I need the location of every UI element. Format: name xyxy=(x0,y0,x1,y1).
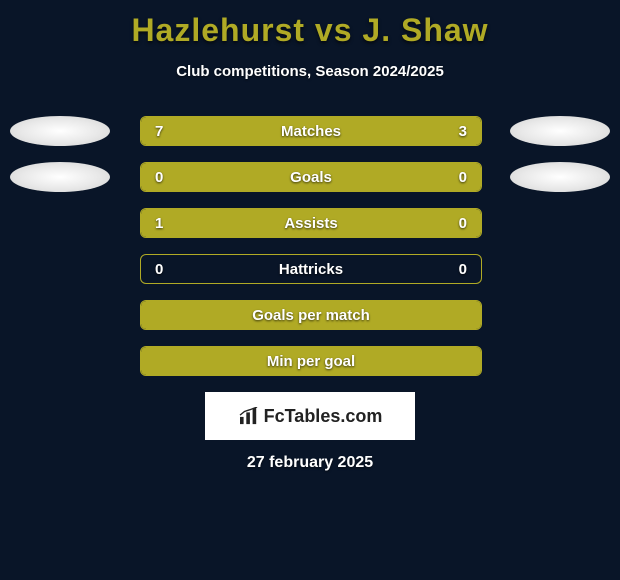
stat-bar-track: 00Goals xyxy=(140,162,482,192)
stat-row: 0 0Hattricks xyxy=(0,254,620,284)
stat-bar-track: 10Assists xyxy=(140,208,482,238)
stat-label: Hattricks xyxy=(141,255,481,284)
page-title: Hazlehurst vs J. Shaw xyxy=(0,0,620,49)
stat-bar-track: Min per goal xyxy=(140,346,482,376)
stat-row: 73Matches xyxy=(0,116,620,146)
bar-chart-icon xyxy=(238,407,260,425)
stat-bar-left xyxy=(141,117,368,145)
stat-value-right: 0 xyxy=(459,255,467,284)
stat-row: 10Assists xyxy=(0,208,620,238)
logo-text: FcTables.com xyxy=(264,406,383,427)
player-right-badge xyxy=(510,116,610,146)
comparison-rows: 73Matches 00Goals 10Assists 0 0Hattricks Goal… xyxy=(0,116,620,376)
stat-row: Goals per match xyxy=(0,300,620,330)
stat-row: Min per goal xyxy=(0,346,620,376)
stat-value-left: 0 xyxy=(155,255,163,284)
stat-bar-left xyxy=(141,347,481,375)
player-left-badge xyxy=(10,162,110,192)
stat-bar-left xyxy=(141,209,408,237)
stat-bar-track: 0 0Hattricks xyxy=(140,254,482,284)
player-right-badge xyxy=(510,162,610,192)
stat-bar-right xyxy=(368,117,481,145)
date-text: 27 february 2025 xyxy=(0,454,620,472)
stat-bar-left xyxy=(141,163,481,191)
stat-bar-left xyxy=(141,301,481,329)
stat-row: 00Goals xyxy=(0,162,620,192)
player-left-badge xyxy=(10,116,110,146)
stat-bar-right xyxy=(408,209,481,237)
fctables-logo: FcTables.com xyxy=(205,392,415,440)
subtitle: Club competitions, Season 2024/2025 xyxy=(0,63,620,80)
stat-bar-track: 73Matches xyxy=(140,116,482,146)
stat-bar-track: Goals per match xyxy=(140,300,482,330)
